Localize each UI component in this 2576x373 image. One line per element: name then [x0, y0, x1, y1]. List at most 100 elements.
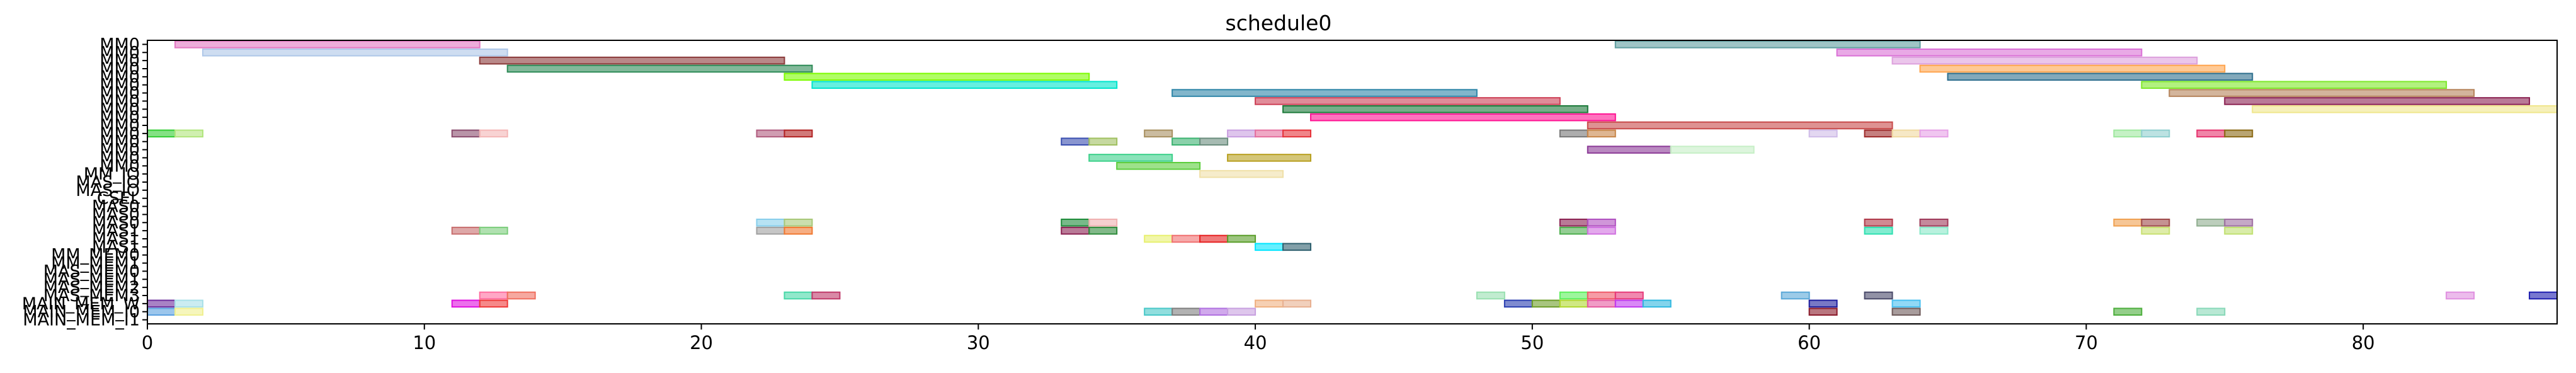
task-bar: [2113, 219, 2143, 227]
task-bar: [2446, 291, 2475, 300]
y-tick-label: MAS_MEM1: [43, 270, 140, 289]
task-bar: [1559, 226, 1588, 235]
task-bar: [784, 72, 1090, 81]
task-bar: [1199, 137, 1229, 146]
x-axis: 0 10 20 30 40 50 60 70 80: [142, 324, 2375, 353]
y-tick-label: MAS_MEM2: [43, 278, 140, 297]
task-bar: [1781, 291, 1810, 300]
task-bar: [147, 299, 176, 308]
task-bar: [1891, 56, 2198, 65]
task-bar: [451, 226, 481, 235]
task-bar: [174, 129, 203, 138]
task-bar: [756, 219, 785, 227]
task-bar: [2113, 307, 2143, 316]
y-tick-label: MAS1: [92, 238, 140, 257]
task-bar: [202, 49, 508, 57]
y-tick-label: MAS_IO: [76, 181, 140, 200]
task-bar: [479, 291, 508, 300]
task-bar: [1614, 291, 1644, 300]
task-bar: [1061, 137, 1090, 146]
task-bar: [2529, 291, 2558, 300]
task-bar: [1255, 299, 1284, 308]
task-bar: [1919, 219, 1949, 227]
task-bar: [1199, 169, 1284, 178]
task-bar: [1919, 64, 2226, 73]
task-bar: [1587, 121, 1893, 130]
y-tick-label: MM_IO: [84, 164, 140, 184]
task-bar: [756, 226, 785, 235]
task-bar: [1144, 234, 1173, 243]
x-tick-label: 50: [1520, 332, 1544, 353]
y-tick-label: MM_MEM0: [51, 246, 140, 265]
task-bar: [1227, 234, 1257, 243]
task-bar: [1559, 291, 1588, 300]
task-bar: [1808, 299, 1838, 308]
y-tick-label: MM0: [100, 124, 140, 144]
task-bar: [1587, 299, 1616, 308]
task-bar: [1587, 226, 1616, 235]
task-bar: [1144, 307, 1173, 316]
task-bar: [756, 129, 785, 138]
y-tick-label: MM0: [100, 43, 140, 62]
x-tick-label: 10: [413, 332, 436, 353]
y-tick-label: MM0: [100, 141, 140, 160]
task-bar: [479, 56, 785, 65]
task-bar: [1171, 89, 1478, 97]
y-tick-label: MAS0: [92, 213, 140, 232]
task-bar: [1947, 72, 2254, 81]
task-bar: [1614, 299, 1644, 308]
x-tick-label: 60: [1798, 332, 1821, 353]
task-bars: [147, 40, 2558, 316]
y-tick-label: MAS_MEM0: [43, 261, 140, 281]
task-bar: [1864, 226, 1893, 235]
x-tick-label: 70: [2075, 332, 2098, 353]
y-tick-label: MAS0: [92, 197, 140, 217]
task-bar: [1199, 307, 1229, 316]
task-bar: [1476, 291, 1505, 300]
y-tick-label: MM0: [100, 84, 140, 103]
y-tick-label: MM0: [100, 59, 140, 79]
task-bar: [1836, 49, 2143, 57]
task-bar: [1282, 299, 1312, 308]
y-tick-label: MAIN_MEM_W: [22, 294, 140, 314]
y-tick-label: CSEL: [97, 189, 140, 209]
task-bar: [1199, 234, 1229, 243]
task-bar: [1255, 243, 1284, 251]
task-bar: [811, 81, 1118, 89]
task-bar: [174, 40, 481, 49]
task-bar: [147, 129, 176, 138]
task-bar: [1061, 219, 1090, 227]
task-bar: [784, 129, 813, 138]
task-bar: [2169, 89, 2475, 97]
x-tick-label: 20: [690, 332, 713, 353]
task-bar: [1891, 307, 1921, 316]
task-bar: [2196, 307, 2226, 316]
task-bar: [174, 307, 203, 316]
task-bar: [2113, 129, 2143, 138]
task-bar: [1255, 129, 1284, 138]
task-bar: [2224, 226, 2254, 235]
task-bar: [1255, 97, 1561, 105]
y-tick-label: MM0: [100, 156, 140, 176]
task-bar: [1088, 137, 1118, 146]
task-bar: [451, 299, 481, 308]
y-tick-label: MM0: [100, 100, 140, 119]
x-tick-label: 0: [142, 332, 153, 353]
task-bar: [506, 64, 813, 73]
task-bar: [1642, 299, 1672, 308]
task-bar: [451, 129, 481, 138]
task-bar: [2224, 219, 2254, 227]
task-bar: [1808, 129, 1838, 138]
task-bar: [2141, 226, 2170, 235]
task-bar: [147, 307, 176, 316]
task-bar: [1171, 234, 1201, 243]
task-bar: [1061, 226, 1090, 235]
task-bar: [2141, 219, 2170, 227]
task-bar: [1227, 129, 1257, 138]
y-tick-label: MM0: [100, 108, 140, 127]
task-bar: [811, 291, 841, 300]
task-bar: [1171, 307, 1201, 316]
task-bar: [1614, 40, 1921, 49]
y-tick-label: MM0: [100, 76, 140, 95]
task-bar: [1559, 219, 1588, 227]
